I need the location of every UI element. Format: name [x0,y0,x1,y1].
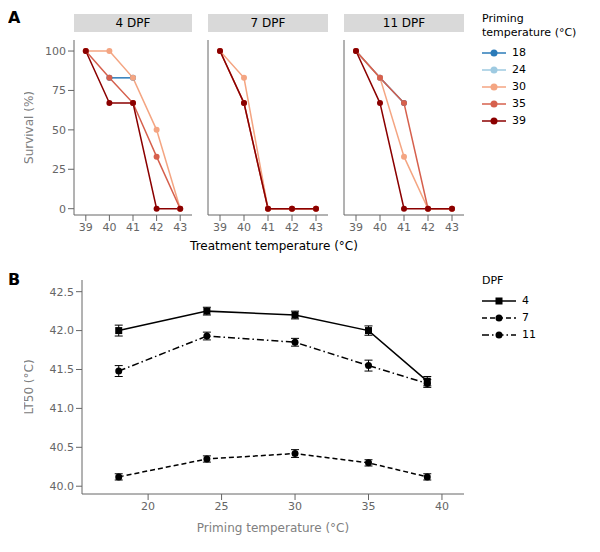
svg-text:43: 43 [309,221,323,234]
svg-text:75: 75 [52,84,66,97]
svg-text:41: 41 [397,221,411,234]
svg-text:41.5: 41.5 [50,363,75,376]
svg-text:LT50 (°C): LT50 (°C) [24,359,36,414]
html-text:11: 11 [522,328,536,341]
html-text:A: A [8,8,21,27]
svg-text:35: 35 [362,500,376,513]
html-text:35: 35 [512,97,526,110]
html-text:DPF: DPF [482,274,504,287]
html-text:18: 18 [512,46,526,59]
svg-text:20: 20 [141,500,155,513]
svg-text:40: 40 [373,221,387,234]
svg-text:41.0: 41.0 [50,402,75,415]
svg-text:39: 39 [79,221,93,234]
html-text:Priming: Priming [482,12,524,25]
svg-text:43: 43 [173,221,187,234]
svg-text:Priming temperature (°C): Priming temperature (°C) [197,521,349,535]
svg-text:42: 42 [285,221,299,234]
html-text:11 DPF: 11 DPF [382,16,426,30]
svg-text:40: 40 [435,500,449,513]
html-text:7 DPF: 7 DPF [250,16,286,30]
html-text:B: B [8,270,21,289]
svg-text:41: 41 [126,221,140,234]
html-text:7: 7 [522,311,529,324]
svg-text:42.5: 42.5 [50,286,75,299]
svg-text:25: 25 [52,163,66,176]
svg-text:30: 30 [288,500,302,513]
svg-text:25: 25 [215,500,229,513]
html-text:4: 4 [522,294,529,307]
svg-text:43: 43 [445,221,459,234]
html-text:Treatment temperature (°C): Treatment temperature (°C) [190,239,358,253]
svg-text:50: 50 [52,124,66,137]
svg-text:42: 42 [421,221,435,234]
svg-text:42: 42 [150,221,164,234]
html-text:24: 24 [512,63,526,76]
svg-text:39: 39 [213,221,227,234]
svg-text:42.0: 42.0 [50,324,75,337]
svg-text:100: 100 [45,45,66,58]
html-text:4 DPF: 4 DPF [115,16,151,30]
html-text:39: 39 [512,114,526,127]
html-text:30: 30 [512,80,526,93]
svg-text:Survival (%): Survival (%) [24,91,36,164]
svg-text:39: 39 [349,221,363,234]
svg-text:41: 41 [261,221,275,234]
svg-text:40: 40 [237,221,251,234]
svg-text:40: 40 [102,221,116,234]
svg-text:40.5: 40.5 [50,441,75,454]
html-text:temperature (°C): temperature (°C) [482,26,577,39]
svg-text:0: 0 [59,203,66,216]
svg-text:40.0: 40.0 [50,480,75,493]
